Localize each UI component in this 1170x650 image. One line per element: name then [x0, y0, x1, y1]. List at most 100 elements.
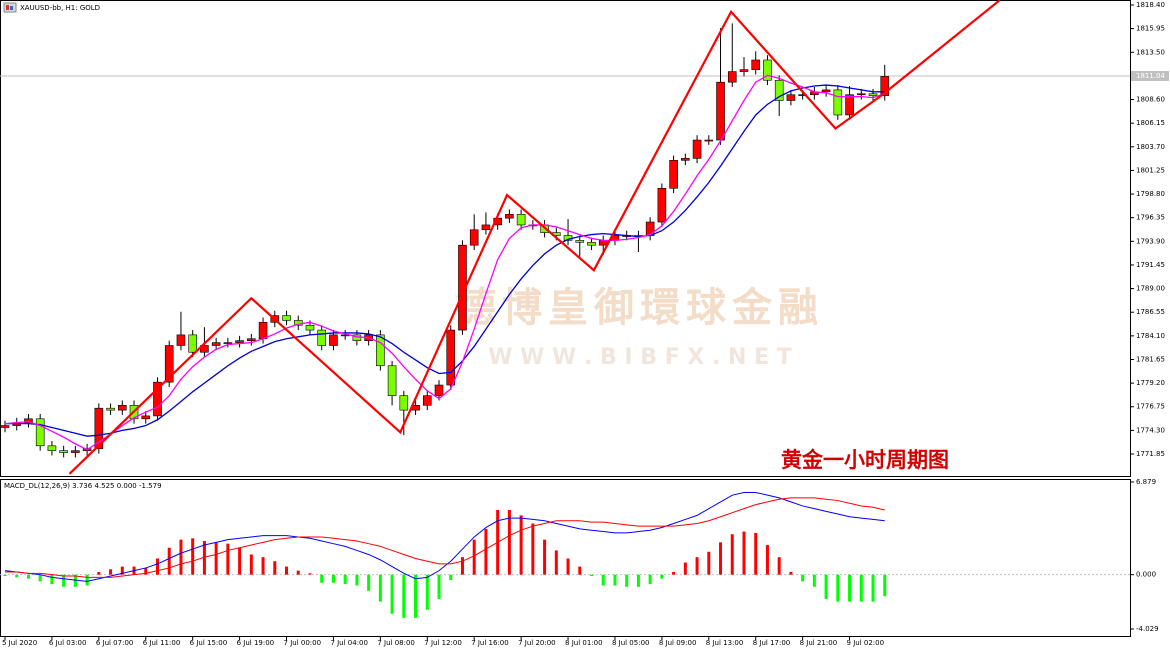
y-tick-label: 1789.00 — [1136, 285, 1165, 293]
zigzag-line — [68, 0, 1001, 475]
y-tick-label: 1771.85 — [1136, 450, 1165, 458]
y-tick-label: 1784.10 — [1136, 332, 1165, 340]
x-tick-label: 6 Jul 11:00 — [143, 639, 181, 647]
candle-body — [399, 395, 409, 411]
candle-body — [446, 329, 456, 386]
candle-body — [704, 139, 714, 142]
candle-body — [376, 334, 385, 367]
x-tick-label: 6 Jul 15:00 — [190, 639, 228, 647]
x-tick-label: 6 Jul 03:00 — [49, 639, 87, 647]
candle-body — [317, 329, 327, 346]
candle-body — [856, 93, 866, 96]
candle-body — [645, 221, 655, 236]
x-tick-label: 9 Jul 02:00 — [847, 639, 885, 647]
candle-body — [223, 342, 233, 344]
candle-body — [868, 93, 878, 96]
candle-body — [211, 342, 221, 346]
candle-body — [59, 450, 68, 453]
moving-average — [4, 74, 885, 451]
y-tick-label: 1796.35 — [1136, 214, 1165, 222]
candle-body — [164, 345, 174, 383]
y-tick-label: -4.029 — [1136, 625, 1159, 633]
candle-body — [0, 425, 10, 428]
y-tick-label: 1774.30 — [1136, 426, 1165, 434]
x-tick-label: 7 Jul 00:00 — [284, 639, 322, 647]
x-tick-label: 8 Jul 13:00 — [706, 639, 744, 647]
x-tick-label: 6 Jul 19:00 — [237, 639, 275, 647]
macd-plot — [0, 491, 1130, 618]
candle-body — [681, 158, 690, 161]
x-tick-label: 8 Jul 21:00 — [800, 639, 838, 647]
candle-body — [598, 240, 608, 246]
candle-body — [258, 322, 268, 340]
y-tick-label: 1806.15 — [1136, 119, 1165, 127]
candle-body — [305, 324, 315, 331]
candle-body — [786, 94, 796, 101]
candle-body — [739, 69, 749, 72]
candle-body — [727, 71, 737, 83]
y-tick-label: 1801.25 — [1136, 166, 1165, 174]
candle-body — [469, 229, 479, 246]
candle-body — [47, 445, 57, 451]
candle-body — [282, 315, 291, 321]
annotation: 黄金一小时周期图 — [781, 448, 949, 472]
y-tick-label: 1791.45 — [1136, 261, 1165, 269]
candle-body — [821, 89, 831, 93]
candle-body — [71, 450, 80, 453]
candle-body — [880, 76, 890, 96]
watermark-url: W W W . B I B F X . N E T — [488, 345, 792, 370]
main-plot — [0, 0, 1130, 475]
candle-body — [94, 407, 104, 450]
candle-body — [751, 59, 761, 70]
x-tick-label: 8 Jul 05:00 — [612, 639, 650, 647]
candle-body — [481, 224, 491, 231]
chart-title: XAUUSD-bb, H1: GOLD — [20, 4, 100, 12]
x-tick-label: 5 Jul 2020 — [2, 639, 37, 647]
x-tick-label: 7 Jul 16:00 — [471, 639, 509, 647]
candle-body — [422, 395, 432, 406]
x-tick-label: 7 Jul 04:00 — [330, 639, 368, 647]
candle-body — [587, 241, 596, 246]
candle-body — [434, 384, 444, 396]
candle-body — [106, 407, 115, 411]
candle-body — [516, 214, 526, 226]
candle-body — [657, 187, 667, 223]
y-tick-label: 1779.20 — [1136, 379, 1165, 387]
x-tick-label: 7 Jul 12:00 — [424, 639, 462, 647]
moving-average — [5, 84, 885, 437]
y-tick-label: 1793.90 — [1136, 237, 1165, 245]
candle-body — [24, 418, 33, 423]
y-tick-label: 1786.55 — [1136, 308, 1165, 316]
x-tick-label: 8 Jul 01:00 — [565, 639, 603, 647]
macd-line — [5, 497, 885, 578]
candle-body — [141, 415, 151, 420]
x-tick-label: 8 Jul 09:00 — [659, 639, 697, 647]
watermark: 德博皇御環球金融 — [456, 285, 824, 331]
candle-body — [293, 320, 303, 326]
candle-body — [774, 79, 784, 101]
x-tick-label: 7 Jul 20:00 — [518, 639, 556, 647]
macd-line — [4, 491, 885, 582]
current-price-label: 1811.04 — [1136, 72, 1165, 80]
candle-body — [235, 340, 244, 343]
candle-body — [845, 94, 854, 116]
candle-body — [176, 334, 186, 346]
y-tick-label: 1815.95 — [1136, 25, 1165, 33]
candle-body — [505, 214, 514, 219]
y-tick-label: 0.000 — [1136, 571, 1156, 579]
candle-body — [763, 59, 772, 81]
candle-body — [153, 381, 162, 417]
symbol-icon — [3, 2, 17, 13]
y-tick-label: 1776.75 — [1136, 403, 1165, 411]
macd-title: MACD_DL(12,26,9) 3.736 4.525 0.000 -1.57… — [4, 482, 162, 490]
candle-body — [575, 240, 585, 243]
current-price-box — [1131, 71, 1169, 82]
candle-body — [833, 89, 843, 116]
x-tick-label: 6 Jul 07:00 — [96, 639, 134, 647]
candle-body — [247, 338, 256, 341]
y-tick-label: 1808.60 — [1136, 96, 1165, 104]
candle-body — [118, 404, 127, 411]
candle-body — [716, 81, 725, 141]
candle-body — [329, 334, 338, 346]
candle-body — [387, 365, 397, 396]
